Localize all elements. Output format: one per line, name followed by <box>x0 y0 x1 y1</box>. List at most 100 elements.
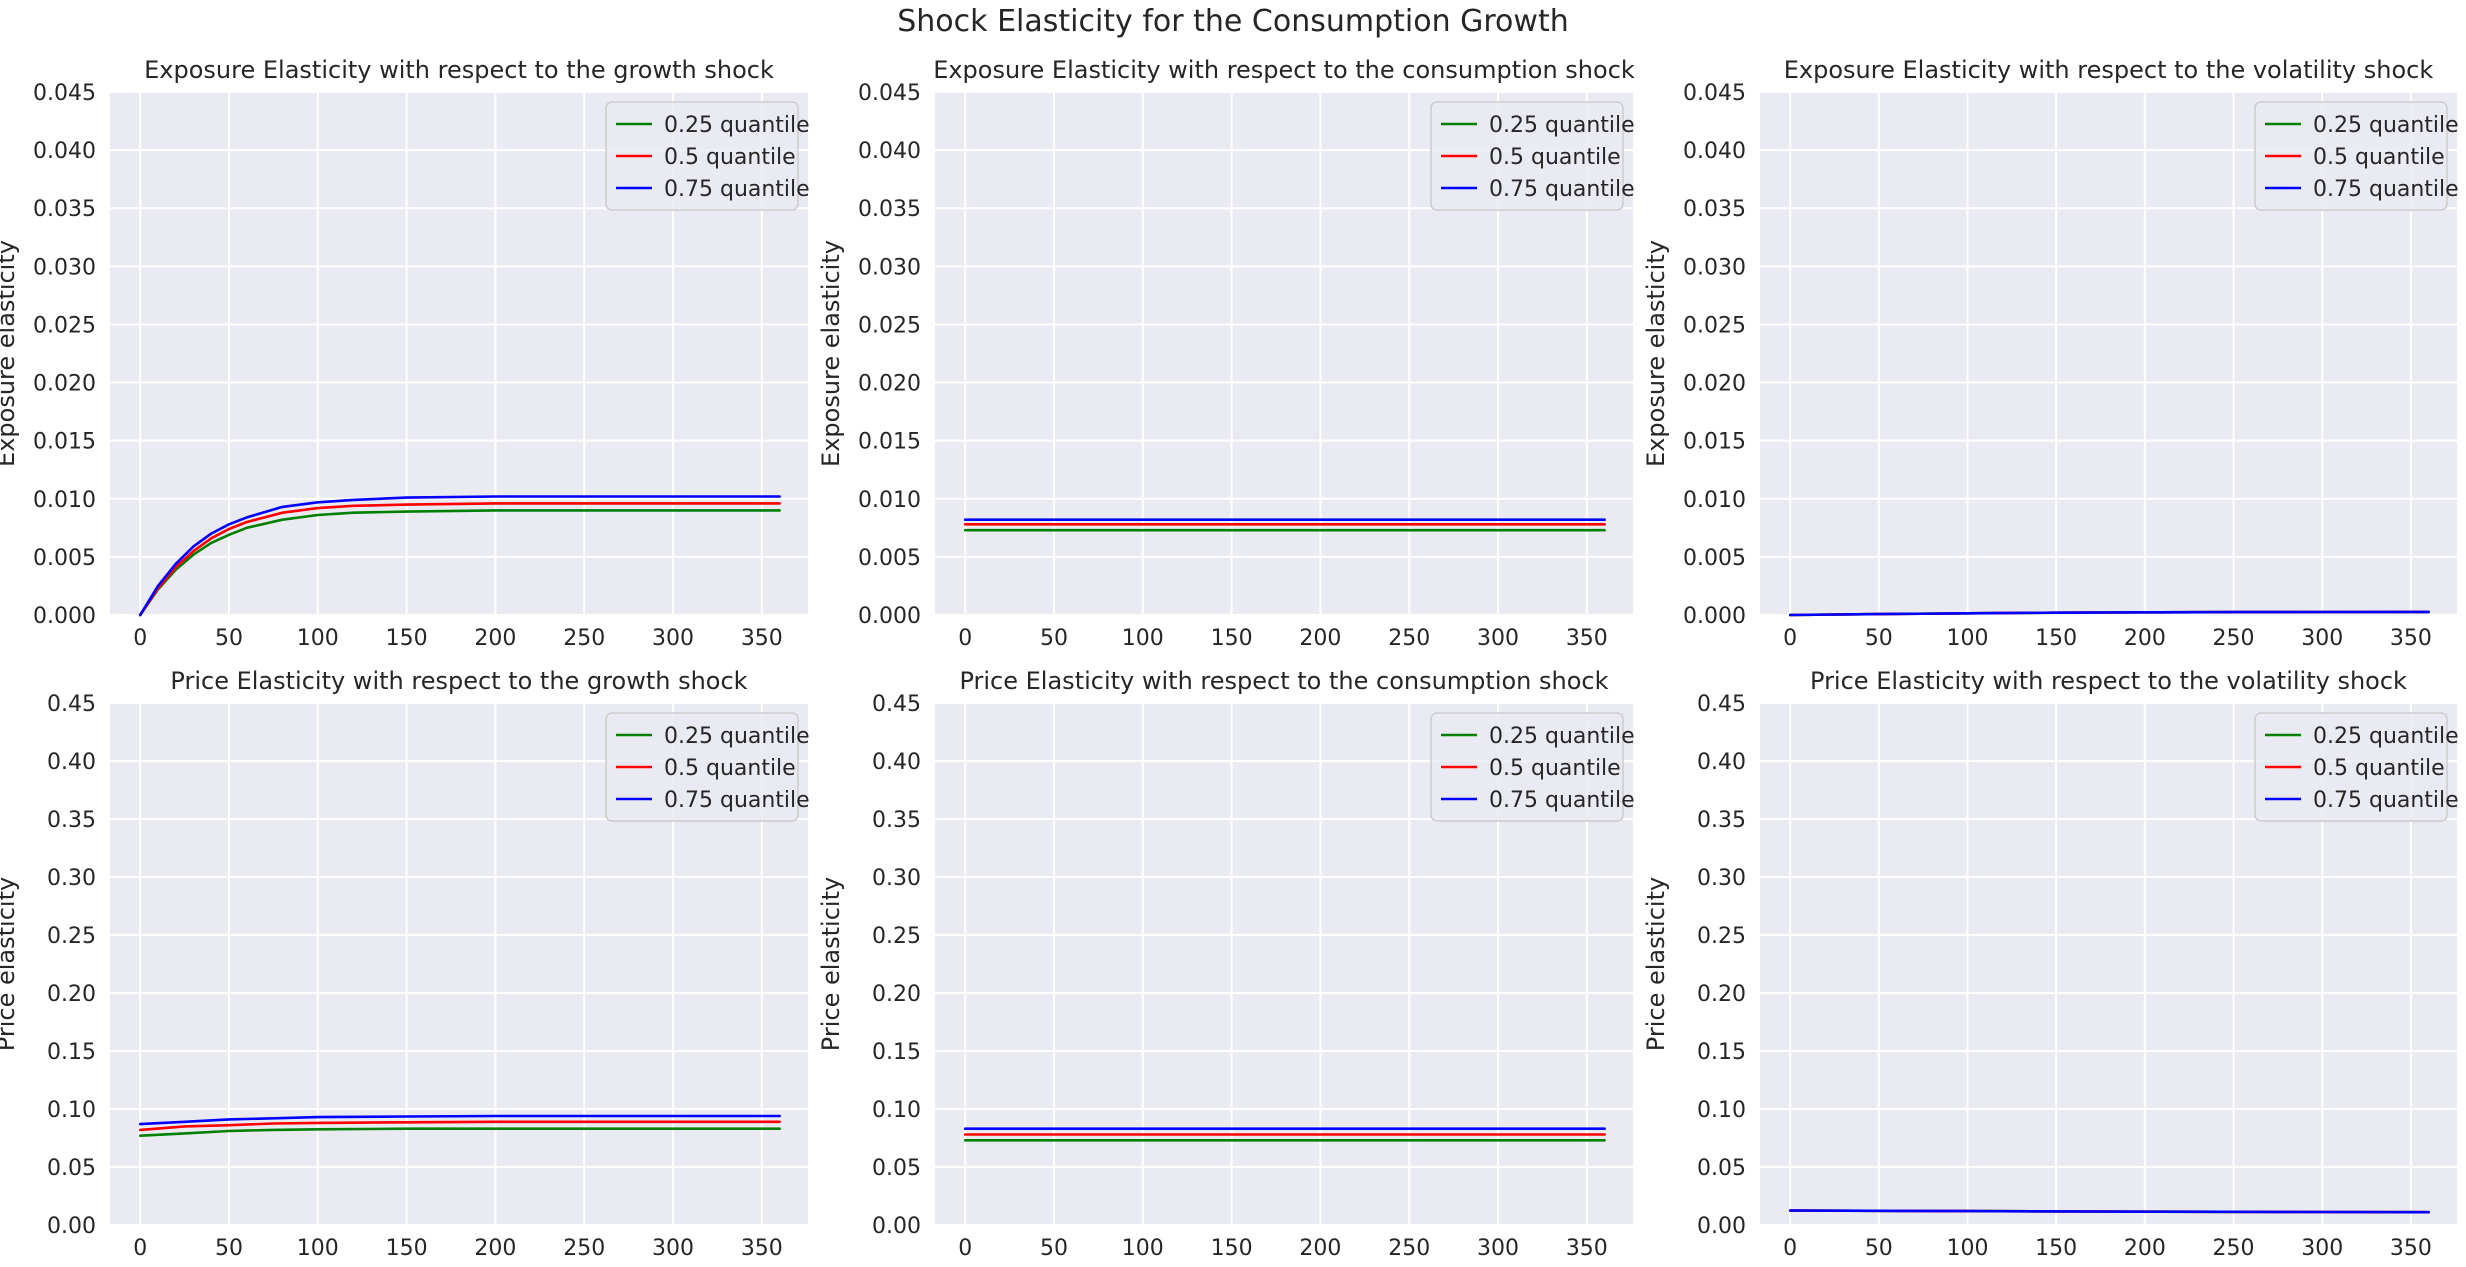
subplot-6: 0 50 100 150 200 250 300 350 0.00 0.05 0.10 0.15 0.2… <box>1642 667 2459 1261</box>
y-tick-label: 0.00 <box>47 1214 96 1239</box>
y-axis-label: Exposure elasticity <box>1642 240 1670 467</box>
legend: 0.25 quantile 0.5 quantile 0.75 quantile <box>2254 101 2459 211</box>
subplot-title: Exposure Elasticity with respect to the … <box>933 56 1635 84</box>
x-tick-label: 100 <box>1122 626 1164 651</box>
y-axis-label: Price elasticity <box>1642 877 1670 1051</box>
subplot-title: Price Elasticity with respect to the vol… <box>1810 667 2407 695</box>
legend-label: 0.75 quantile <box>664 177 810 202</box>
series-line-2 <box>138 1120 781 1132</box>
y-tick-label: 0.10 <box>47 1098 96 1123</box>
x-tick-label: 150 <box>386 626 428 651</box>
y-tick-label: 0.025 <box>858 313 921 338</box>
x-tick-label: 50 <box>215 626 243 651</box>
series-line-3 <box>1788 1209 2430 1214</box>
subplot-5: 0 50 100 150 200 250 300 350 0.00 0.05 0.10 0.15 0.2… <box>817 667 1635 1261</box>
x-tick-label: 350 <box>1566 1236 1608 1261</box>
x-tick-label: 200 <box>474 1236 516 1261</box>
legend-label: 0.25 quantile <box>664 113 810 138</box>
subplot-title: Price Elasticity with respect to the gro… <box>170 667 747 695</box>
y-tick-label: 0.005 <box>1683 546 1746 571</box>
x-tick-label: 100 <box>1947 1236 1989 1261</box>
y-tick-label: 0.010 <box>858 488 921 513</box>
figure-suptitle: Shock Elasticity for the Consumption Gro… <box>897 4 1569 39</box>
legend-label: 0.25 quantile <box>1489 724 1635 749</box>
x-tick-label: 350 <box>741 626 783 651</box>
y-tick-label: 0.35 <box>47 808 96 833</box>
x-tick-label: 300 <box>1477 1236 1519 1261</box>
x-tick-label: 200 <box>474 626 516 651</box>
x-tick-label: 100 <box>1947 626 1989 651</box>
x-tick-label: 200 <box>1299 1236 1341 1261</box>
y-tick-label: 0.20 <box>47 982 96 1007</box>
y-tick-label: 0.10 <box>1697 1098 1746 1123</box>
subplot-1: 0 50 100 150 200 250 300 350 0.000 0.005 0.010 0.01… <box>0 56 810 651</box>
legend-label: 0.25 quantile <box>2313 724 2459 749</box>
y-tick-label: 0.40 <box>47 750 96 775</box>
series-line-1 <box>138 509 781 617</box>
x-tick-label: 50 <box>1865 626 1893 651</box>
subplot-title: Price Elasticity with respect to the con… <box>959 667 1608 695</box>
legend-label: 0.5 quantile <box>1489 756 1621 781</box>
y-tick-label: 0.005 <box>858 546 921 571</box>
y-tick-label: 0.00 <box>1697 1214 1746 1239</box>
y-tick-label: 0.040 <box>33 139 96 164</box>
y-tick-label: 0.020 <box>1683 372 1746 397</box>
y-tick-label: 0.030 <box>1683 255 1746 280</box>
legend-label: 0.75 quantile <box>1489 788 1635 813</box>
x-tick-label: 0 <box>133 1236 147 1261</box>
y-tick-label: 0.030 <box>858 255 921 280</box>
y-tick-label: 0.40 <box>872 750 921 775</box>
x-tick-label: 250 <box>1388 1236 1430 1261</box>
x-tick-label: 300 <box>652 1236 694 1261</box>
x-tick-label: 200 <box>2124 626 2166 651</box>
x-tick-label: 250 <box>563 1236 605 1261</box>
x-tick-label: 150 <box>2035 1236 2077 1261</box>
subplot-3: 0 50 100 150 200 250 300 350 0.000 0.005 0.010 0.01… <box>1642 56 2459 651</box>
x-tick-label: 150 <box>386 1236 428 1261</box>
y-tick-label: 0.35 <box>1697 808 1746 833</box>
x-tick-label: 0 <box>1783 626 1797 651</box>
y-tick-label: 0.000 <box>1683 604 1746 629</box>
y-tick-label: 0.010 <box>33 488 96 513</box>
x-tick-label: 50 <box>1040 626 1068 651</box>
x-tick-label: 150 <box>1211 626 1253 651</box>
y-tick-label: 0.30 <box>47 866 96 891</box>
legend: 0.25 quantile 0.5 quantile 0.75 quantile <box>1430 101 1635 211</box>
y-tick-label: 0.000 <box>33 604 96 629</box>
y-axis-label: Price elasticity <box>817 877 845 1051</box>
legend-label: 0.75 quantile <box>1489 177 1635 202</box>
y-tick-label: 0.000 <box>858 604 921 629</box>
x-tick-label: 0 <box>958 626 972 651</box>
x-tick-label: 200 <box>1299 626 1341 651</box>
x-tick-label: 300 <box>1477 626 1519 651</box>
legend: 0.25 quantile 0.5 quantile 0.75 quantile <box>1430 712 1635 822</box>
legend: 0.25 quantile 0.5 quantile 0.75 quantile <box>605 101 810 211</box>
x-tick-label: 300 <box>2301 1236 2343 1261</box>
y-tick-label: 0.020 <box>858 372 921 397</box>
x-tick-label: 350 <box>2390 1236 2432 1261</box>
y-tick-label: 0.005 <box>33 546 96 571</box>
y-tick-label: 0.010 <box>1683 488 1746 513</box>
legend-label: 0.75 quantile <box>2313 788 2459 813</box>
x-tick-label: 300 <box>2301 626 2343 651</box>
series-line-3 <box>1788 610 2430 617</box>
y-tick-label: 0.015 <box>858 430 921 455</box>
y-tick-label: 0.035 <box>1683 197 1746 222</box>
legend-frame <box>605 712 799 822</box>
y-tick-label: 0.015 <box>33 430 96 455</box>
y-tick-label: 0.020 <box>33 372 96 397</box>
y-tick-label: 0.025 <box>33 313 96 338</box>
x-tick-label: 150 <box>1211 1236 1253 1261</box>
y-tick-label: 0.10 <box>872 1098 921 1123</box>
y-tick-label: 0.15 <box>872 1040 921 1065</box>
y-tick-label: 0.25 <box>1697 924 1746 949</box>
y-tick-label: 0.45 <box>1697 692 1746 717</box>
legend-label: 0.25 quantile <box>664 724 810 749</box>
legend-label: 0.25 quantile <box>1489 113 1635 138</box>
x-tick-label: 50 <box>215 1236 243 1261</box>
y-tick-label: 0.035 <box>33 197 96 222</box>
x-tick-label: 100 <box>1122 1236 1164 1261</box>
subplot-2: 0 50 100 150 200 250 300 350 0.000 0.005 0.010 0.01… <box>817 56 1635 651</box>
y-tick-label: 0.15 <box>1697 1040 1746 1065</box>
